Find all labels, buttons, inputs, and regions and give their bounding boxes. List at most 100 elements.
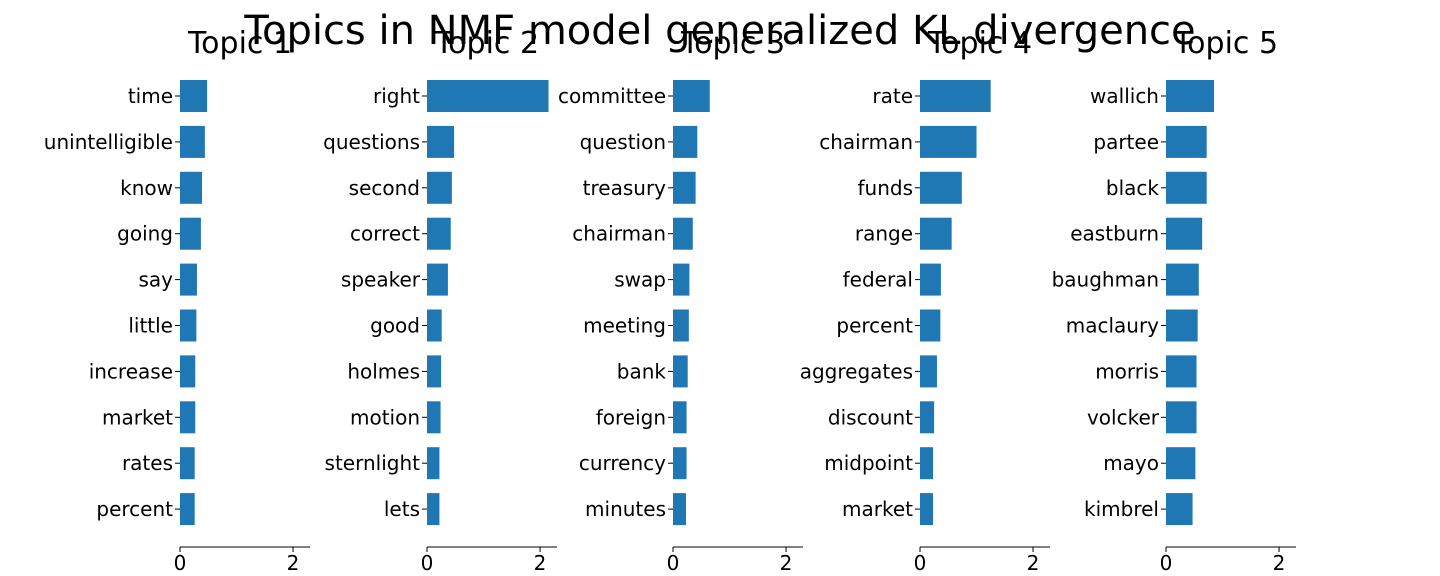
y-tick-label: treasury: [583, 176, 667, 200]
x-tick-label: 2: [534, 551, 547, 575]
y-tick-label: market: [102, 405, 173, 429]
panel-title: Topic 4: [927, 26, 1032, 61]
bar: [920, 493, 933, 526]
topic-panel-2: Topic 2 right questions second correct speake…: [323, 26, 557, 575]
bar: [673, 80, 710, 112]
y-tick-label: rate: [872, 84, 913, 108]
x-tick-label: 2: [287, 551, 300, 575]
bar: [673, 217, 693, 250]
panel-title: Topic 2: [434, 26, 539, 61]
y-tick-label: range: [855, 222, 913, 246]
bar: [1166, 493, 1193, 526]
y-tick-label: lets: [384, 497, 420, 521]
topic-panel-4: Topic 4 rate chairman funds range federal perc…: [800, 26, 1050, 575]
y-tick-label: wallich: [1090, 84, 1159, 108]
bar: [180, 125, 205, 158]
y-tick-label: midpoint: [824, 451, 913, 475]
bar: [673, 171, 696, 204]
y-tick-label: unintelligible: [44, 130, 173, 154]
y-tick-label: swap: [614, 268, 666, 292]
panel-title: Topic 1: [187, 26, 292, 61]
bar: [180, 171, 203, 204]
y-tick-label: kimbrel: [1084, 497, 1159, 521]
y-tick-label: good: [370, 314, 420, 338]
bar: [180, 309, 197, 342]
bar: [673, 355, 688, 388]
bar: [427, 401, 441, 434]
bar: [920, 401, 935, 434]
y-tick-label: meeting: [583, 314, 666, 338]
y-tick-label: holmes: [347, 359, 420, 383]
bar: [1166, 263, 1199, 296]
bar: [920, 217, 952, 250]
y-tick-label: market: [842, 497, 913, 521]
y-tick-label: baughman: [1052, 268, 1159, 292]
bar: [673, 309, 689, 342]
bar: [1166, 309, 1198, 342]
y-tick-label: percent: [836, 314, 913, 338]
bar: [427, 493, 440, 526]
bar: [427, 447, 440, 480]
bar: [1166, 125, 1207, 158]
y-tick-label: going: [117, 222, 173, 246]
y-tick-label: aggregates: [800, 359, 913, 383]
bar: [1166, 80, 1215, 112]
x-tick-label: 2: [780, 551, 793, 575]
y-tick-label: currency: [579, 451, 666, 475]
y-tick-label: time: [128, 84, 173, 108]
y-tick-label: say: [138, 268, 173, 292]
x-tick-label: 2: [1273, 551, 1286, 575]
bar: [1166, 401, 1197, 434]
bar: [1166, 217, 1203, 250]
topic-panel-1: Topic 1 time unintelligible know going say lit…: [44, 26, 310, 575]
bar: [673, 263, 690, 296]
bar: [427, 125, 455, 158]
y-tick-label: right: [373, 84, 420, 108]
bar: [673, 125, 698, 158]
y-tick-label: rates: [122, 451, 173, 475]
topic-panel-5: Topic 5 wallich partee black eastburn baughma…: [1052, 26, 1296, 575]
bar: [673, 493, 686, 526]
x-tick-label: 0: [1160, 551, 1173, 575]
bar: [180, 493, 195, 526]
x-tick-label: 0: [421, 551, 434, 575]
topic-panel-3: Topic 3 committee question treasury chairman…: [558, 26, 803, 575]
y-tick-label: partee: [1093, 130, 1159, 154]
bar: [427, 309, 442, 342]
y-tick-label: minutes: [585, 497, 666, 521]
bar: [427, 217, 451, 250]
y-tick-label: morris: [1095, 359, 1159, 383]
bar: [427, 171, 452, 204]
y-tick-label: sternlight: [325, 451, 421, 475]
bar: [427, 80, 549, 112]
y-tick-label: correct: [350, 222, 420, 246]
bar: [1166, 355, 1197, 388]
y-tick-label: volcker: [1087, 405, 1160, 429]
bar: [920, 263, 941, 296]
bar: [920, 309, 941, 342]
bar: [920, 80, 991, 112]
bar: [427, 355, 442, 388]
y-tick-label: mayo: [1103, 451, 1159, 475]
panel-title: Topic 5: [1173, 26, 1278, 61]
y-tick-label: question: [580, 130, 666, 154]
y-tick-label: foreign: [596, 405, 666, 429]
bar: [180, 355, 196, 388]
y-tick-label: funds: [857, 176, 913, 200]
y-tick-label: chairman: [572, 222, 666, 246]
bar: [180, 80, 208, 112]
y-tick-label: second: [349, 176, 420, 200]
bar: [920, 355, 937, 388]
y-tick-label: eastburn: [1070, 222, 1159, 246]
y-tick-label: little: [128, 314, 173, 338]
y-tick-label: percent: [96, 497, 173, 521]
bar: [427, 263, 448, 296]
bar: [920, 125, 977, 158]
bar: [920, 447, 933, 480]
bar: [180, 401, 196, 434]
y-tick-label: discount: [828, 405, 913, 429]
bar: [180, 263, 197, 296]
bar: [673, 401, 687, 434]
y-tick-label: know: [120, 176, 173, 200]
